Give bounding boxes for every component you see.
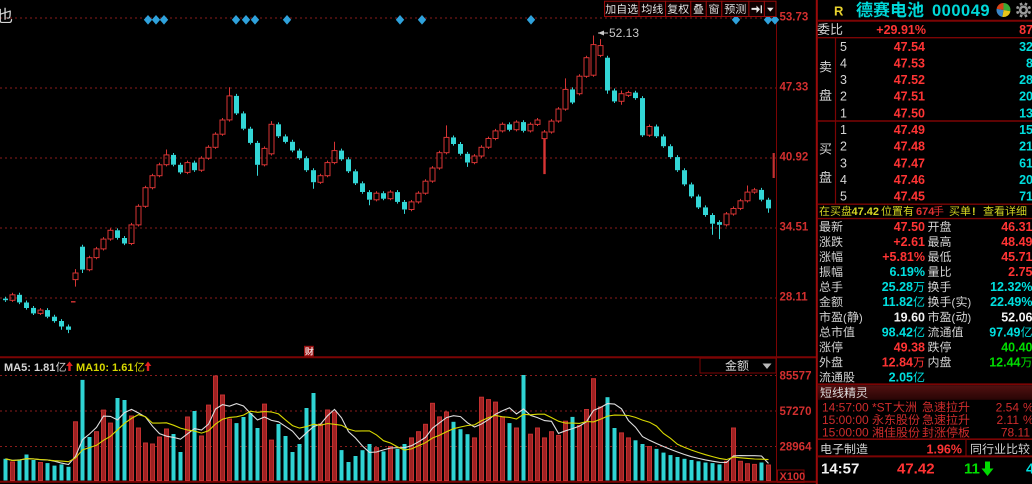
- svg-text:47.48: 47.48: [894, 140, 925, 154]
- svg-text:1: 1: [840, 106, 847, 120]
- svg-text:71: 71: [1019, 190, 1032, 204]
- svg-text:46.31: 46.31: [1001, 220, 1032, 234]
- svg-text:4: 4: [1026, 461, 1032, 478]
- svg-text:4: 4: [840, 173, 847, 187]
- svg-text:2.54: 2.54: [996, 400, 1020, 414]
- svg-text:52.06: 52.06: [1001, 310, 1032, 324]
- svg-text:11: 11: [964, 461, 980, 478]
- svg-text:52.13: 52.13: [609, 26, 639, 40]
- svg-text:45.71: 45.71: [1001, 250, 1032, 264]
- svg-text:+2.61: +2.61: [893, 235, 925, 249]
- svg-text:2: 2: [840, 90, 847, 104]
- svg-text:13: 13: [1019, 106, 1032, 120]
- svg-text:1.96%: 1.96%: [927, 442, 962, 456]
- svg-text:47.53: 47.53: [894, 57, 925, 71]
- svg-text:47.51: 47.51: [894, 90, 925, 104]
- svg-text:12.84: 12.84: [882, 356, 913, 370]
- svg-text:+5.81%: +5.81%: [882, 250, 925, 264]
- svg-text:): ): [968, 312, 972, 324]
- svg-text:47.49: 47.49: [894, 123, 925, 137]
- svg-text:47.50: 47.50: [894, 220, 925, 234]
- svg-text:4: 4: [840, 57, 847, 71]
- svg-text:47.47: 47.47: [894, 156, 925, 170]
- svg-text:47.45: 47.45: [894, 190, 925, 204]
- svg-text:5: 5: [840, 40, 847, 54]
- svg-text:6.19%: 6.19%: [890, 265, 925, 279]
- svg-text:2.11: 2.11: [997, 413, 1020, 427]
- svg-text:47.50: 47.50: [894, 106, 925, 120]
- svg-text:%: %: [1023, 400, 1032, 414]
- svg-text:): ): [859, 312, 863, 324]
- svg-text:2.75: 2.75: [1008, 265, 1032, 279]
- svg-text:14:57: 14:57: [821, 461, 859, 478]
- svg-text:14:57:00: 14:57:00: [822, 400, 869, 414]
- svg-text:*ST: *ST: [872, 400, 893, 414]
- svg-text:97.49: 97.49: [989, 325, 1020, 339]
- svg-text:61: 61: [1019, 156, 1032, 170]
- svg-text:2.05: 2.05: [889, 371, 913, 385]
- svg-text:47.54: 47.54: [894, 40, 925, 54]
- svg-text:48.49: 48.49: [1001, 235, 1032, 249]
- svg-text:47.42: 47.42: [852, 206, 880, 218]
- svg-text:2: 2: [840, 140, 847, 154]
- svg-text:98.42: 98.42: [882, 325, 913, 339]
- svg-text:87: 87: [1019, 23, 1032, 37]
- svg-text:21: 21: [1019, 140, 1032, 154]
- svg-text:X100: X100: [780, 471, 806, 483]
- svg-text:(: (: [843, 312, 847, 324]
- svg-text:12.44: 12.44: [989, 356, 1020, 370]
- svg-text:(: (: [952, 297, 956, 309]
- svg-text:000049: 000049: [932, 2, 990, 20]
- svg-text:19.60: 19.60: [894, 310, 925, 324]
- svg-text:85577: 85577: [780, 371, 812, 383]
- svg-text:28.11: 28.11: [780, 292, 809, 304]
- svg-text:3: 3: [840, 73, 847, 87]
- svg-text:22.49%: 22.49%: [990, 295, 1032, 309]
- svg-text:8: 8: [1026, 57, 1032, 71]
- svg-text:R: R: [834, 4, 844, 19]
- svg-text:15:00:00: 15:00:00: [822, 413, 869, 427]
- svg-text:15:00:00: 15:00:00: [822, 426, 869, 440]
- svg-text:28: 28: [1019, 73, 1032, 87]
- svg-text:11.82: 11.82: [882, 295, 913, 309]
- svg-text:15: 15: [1019, 123, 1032, 137]
- svg-text:49.38: 49.38: [894, 340, 925, 354]
- svg-text:+29.91%: +29.91%: [876, 23, 926, 37]
- svg-text:5: 5: [840, 190, 847, 204]
- svg-text:(: (: [952, 312, 956, 324]
- svg-text:32: 32: [1019, 40, 1032, 54]
- svg-text:47.42: 47.42: [897, 461, 935, 478]
- svg-text:%: %: [1023, 413, 1032, 427]
- svg-text:!: !: [972, 206, 976, 218]
- svg-text:47.33: 47.33: [780, 82, 809, 94]
- svg-text:1: 1: [840, 123, 847, 137]
- svg-text:674: 674: [916, 206, 935, 218]
- svg-text:3: 3: [840, 156, 847, 170]
- svg-text:MA10: 1.61: MA10: 1.61: [76, 362, 133, 374]
- svg-text:47.46: 47.46: [894, 173, 925, 187]
- svg-text:25.28: 25.28: [882, 280, 913, 294]
- svg-text:20: 20: [1019, 90, 1032, 104]
- svg-text:): ): [968, 297, 972, 309]
- svg-text:28964: 28964: [780, 442, 813, 454]
- svg-text:40.92: 40.92: [780, 152, 809, 164]
- svg-text:34.51: 34.51: [780, 222, 809, 234]
- svg-text:12.32%: 12.32%: [990, 280, 1032, 294]
- svg-text:53.73: 53.73: [780, 12, 809, 24]
- svg-text:78.11: 78.11: [1001, 426, 1030, 440]
- svg-text:47.52: 47.52: [894, 73, 925, 87]
- svg-text:40.40: 40.40: [1001, 340, 1032, 354]
- svg-text:20: 20: [1019, 173, 1032, 187]
- svg-text:57270: 57270: [780, 406, 812, 418]
- svg-text:MA5: 1.81: MA5: 1.81: [4, 362, 55, 374]
